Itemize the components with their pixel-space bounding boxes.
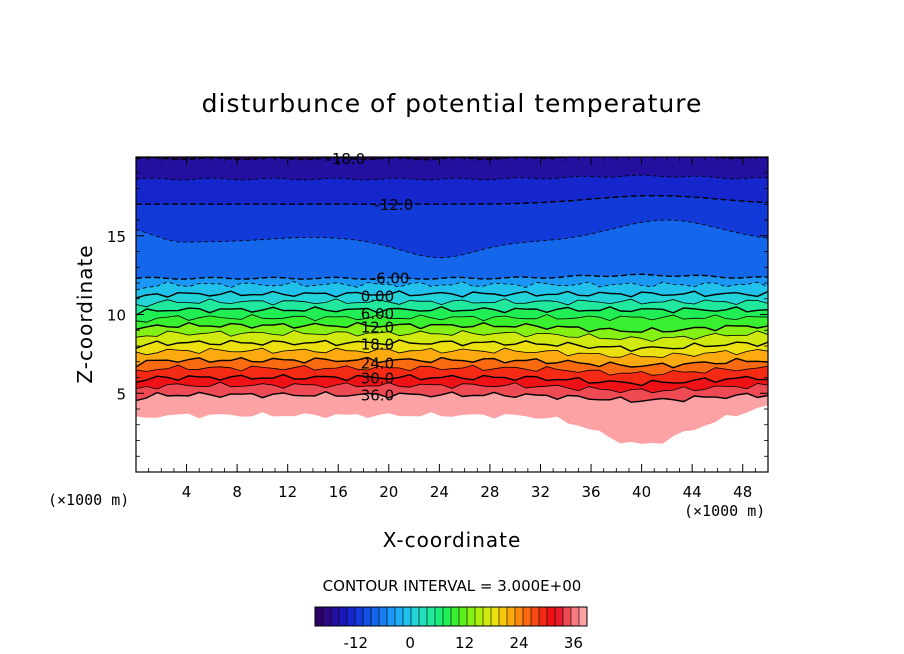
contour-line [136,364,768,376]
colorbar-swatch [515,607,524,626]
contour-line [136,305,768,316]
contour-label: -12.0 [374,196,413,214]
contour-line [136,174,768,181]
colorbar-tick-label: 0 [405,634,415,652]
contour-label: 12.0 [361,319,394,337]
y-tick-label: 5 [116,385,126,403]
y-axis-ticks: 5 10 15 [107,172,768,457]
contour-line [136,281,768,291]
contour-line [136,356,768,369]
colorbar-swatch [411,607,420,626]
chart-title: disturbunce of potential temperature [202,89,703,118]
contour-line [136,347,768,358]
colorbar-swatch [419,607,428,626]
x-axis-ticks: 4 8 12 16 20 24 28 32 36 40 44 48 [148,157,756,501]
x-tick-label: 4 [182,483,192,501]
colorbar-swatch [467,607,476,626]
x-tick-label: 36 [581,483,600,501]
x-tick-label: 20 [379,483,398,501]
contour-label: 18.0 [361,336,394,354]
contour-label: -18.0 [326,150,365,168]
colorbar-swatch [531,607,540,626]
colorbar-swatch [579,607,588,626]
x-tick-label: 16 [329,483,348,501]
x-tick-label: 40 [632,483,651,501]
colorbar-swatch [507,607,516,626]
y-tick-label: 15 [107,228,126,246]
x-unit-left: (×1000 m) [48,491,129,509]
colorbar-swatch [523,607,532,626]
y-axis-label: Z-coordinate [73,244,97,383]
x-tick-label: 44 [683,483,702,501]
colorbar-swatch [443,607,452,626]
colorbar-swatch [379,607,388,626]
contour-label: -6.00 [371,269,410,287]
x-tick-label: 32 [531,483,550,501]
contour-fills [136,157,768,472]
colorbar-swatch [435,607,444,626]
contour-line [136,321,768,333]
x-axis-label: X-coordinate [383,528,522,552]
colorbar-swatch [451,607,460,626]
contour-line [136,390,768,403]
contour-line [136,298,768,308]
colorbar-swatch [371,607,380,626]
contour-line [136,314,768,323]
y-tick-label: 10 [107,307,126,325]
colorbar-swatch [571,607,580,626]
contour-interval-text: CONTOUR INTERVAL = 3.000E+00 [323,577,582,595]
contour-line [136,219,768,259]
contour-line [136,273,768,280]
colorbar-swatch [331,607,340,626]
colorbar-tick-label: 12 [455,634,474,652]
contour-line [136,330,768,342]
colorbar-swatch [315,607,324,626]
contour-label: 24.0 [361,355,394,373]
colorbar-swatch [323,607,332,626]
contour-label: 36.0 [361,386,394,404]
colorbar-swatch [555,607,564,626]
contour-line [136,339,768,353]
colorbar-swatch [339,607,348,626]
colorbar-swatch [395,607,404,626]
contour-label: 30.0 [361,369,394,387]
colorbar-swatch [403,607,412,626]
colorbar-swatch [355,607,364,626]
colorbar-swatch [387,607,396,626]
contour-labels: -18.0 -12.0 -6.000.006.0012.018.024.030.03… [326,150,413,404]
undisturbed-region [136,405,768,472]
colorbar-tick-label: 24 [509,634,528,652]
contour-line [136,290,768,299]
x-tick-label: 28 [480,483,499,501]
colorbar-swatch [347,607,356,626]
colorbar-swatch [563,607,572,626]
x-tick-label: 12 [278,483,297,501]
colorbar: -12 0 12 24 36 [314,606,588,652]
contour-label: 0.00 [361,287,394,305]
colorbar-swatch [427,607,436,626]
colorbar-frame [314,606,588,627]
contour-line [136,381,768,394]
colorbar-tick-label: 36 [564,634,583,652]
plot-area [136,157,768,472]
colorbar-swatch [363,607,372,626]
contour-line [136,373,768,387]
colorbar-swatch [499,607,508,626]
x-tick-label: 48 [733,483,752,501]
colorbar-tick-label: -12 [344,634,369,652]
x-tick-label: 24 [430,483,449,501]
contour-line [136,194,768,205]
colorbar-swatch [539,607,548,626]
x-unit-right: (×1000 m) [684,502,765,520]
colorbar-swatch [475,607,484,626]
contour-label: 6.00 [361,305,394,323]
colorbar-swatch [491,607,500,626]
x-tick-label: 8 [232,483,242,501]
colorbar-swatch [459,607,468,626]
colorbar-swatch [483,607,492,626]
colorbar-swatch [547,607,556,626]
